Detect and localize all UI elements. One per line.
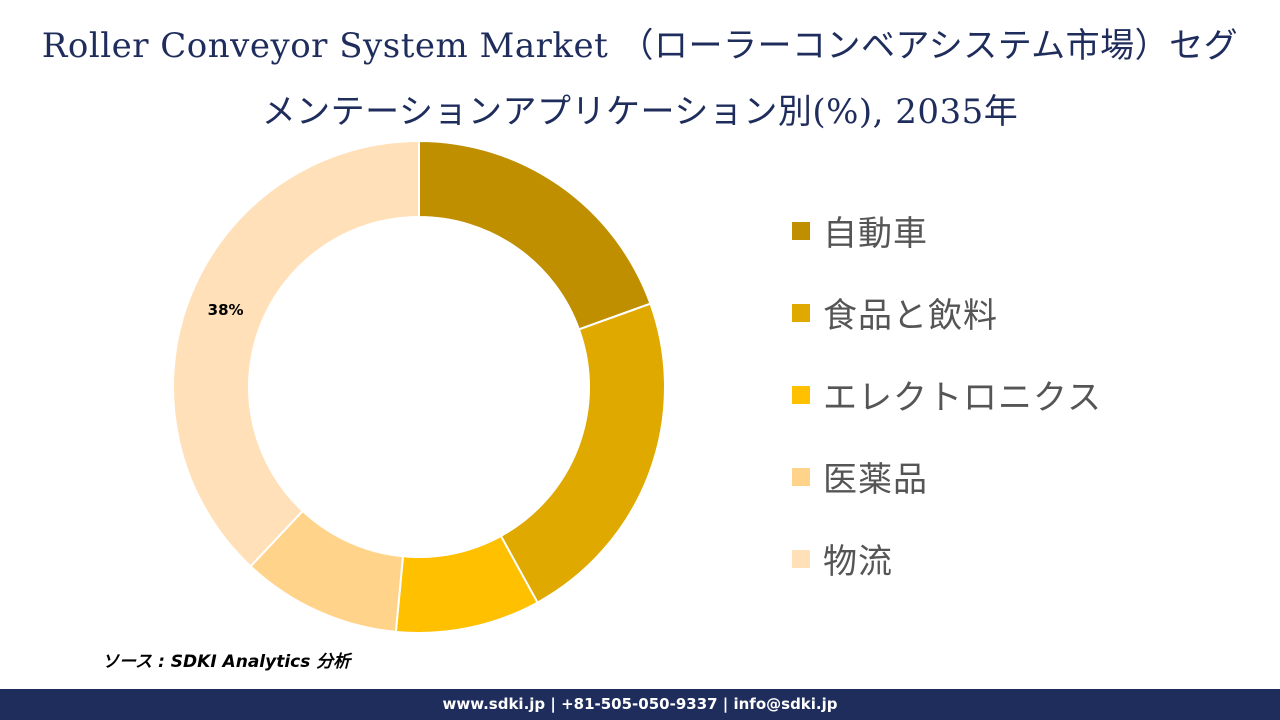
legend-label: 医薬品 — [823, 460, 928, 500]
legend-item-5: 物流 — [792, 528, 1212, 610]
legend-label: エレクトロニクス — [823, 378, 1102, 418]
legend-swatch — [792, 550, 810, 568]
chart-legend: 自動車食品と飲料エレクトロニクス 医薬品物流 — [792, 200, 1212, 610]
legend-swatch — [792, 468, 810, 486]
legend-label: 物流 — [823, 542, 893, 582]
footer-bar: www.sdki.jp | +81-505-050-9337 | info@sd… — [0, 689, 1280, 720]
footer-contact: www.sdki.jp | +81-505-050-9337 | info@sd… — [442, 695, 838, 713]
donut-chart: 38% — [172, 139, 666, 634]
legend-swatch — [792, 304, 810, 322]
chart-title-line2: メンテーションアプリケーション別(%), 2035年 — [261, 92, 1019, 132]
legend-item-2: 食品と飲料 — [792, 282, 1212, 364]
legend-swatch — [792, 386, 810, 404]
legend-item-1: 自動車 — [792, 200, 1212, 282]
donut-slice-5 — [172, 139, 420, 568]
source-note: ソース : SDKI Analytics 分析 — [102, 652, 351, 672]
donut-slice-1 — [418, 139, 652, 331]
legend-item-3: エレクトロニクス — [792, 364, 1212, 446]
legend-label: 自動車 — [823, 214, 928, 254]
donut-data-label-5: 38% — [208, 301, 244, 319]
legend-item-4: 医薬品 — [792, 446, 1212, 528]
legend-swatch — [792, 222, 810, 240]
donut-slice-2 — [499, 302, 666, 604]
legend-label: 食品と飲料 — [823, 296, 998, 336]
chart-title-line1: Roller Conveyor System Market （ローラーコンベアシ… — [41, 26, 1239, 66]
